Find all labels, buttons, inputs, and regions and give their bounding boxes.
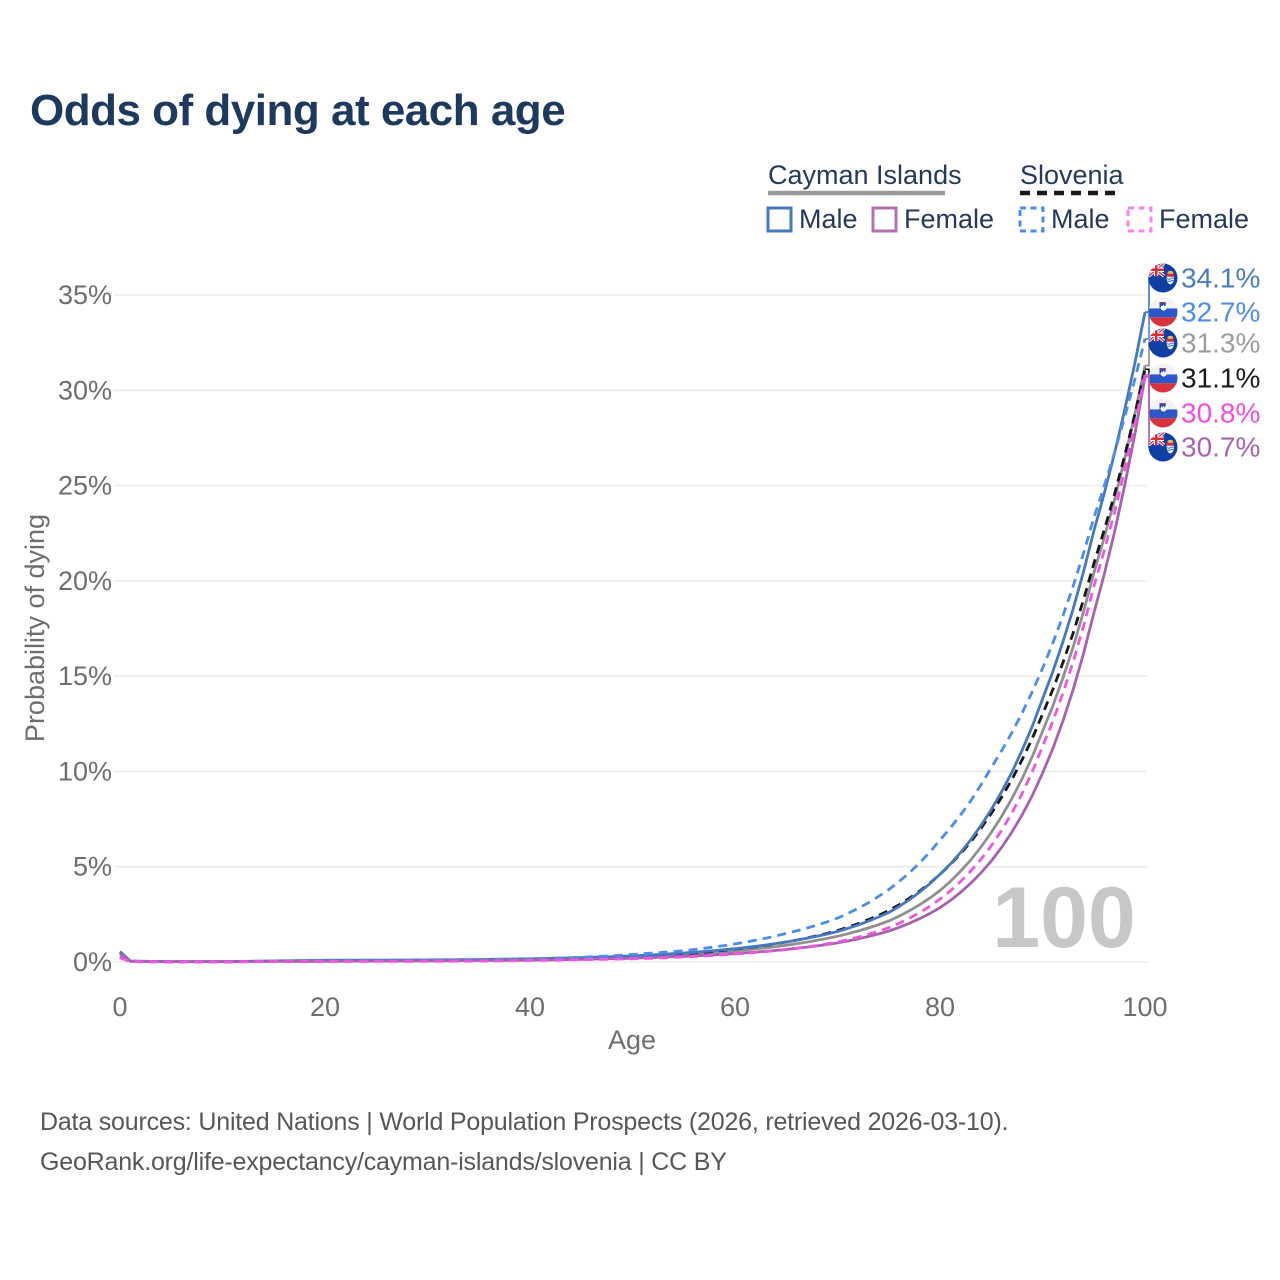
- y-tick-label: 20%: [58, 566, 112, 596]
- y-tick-label: 5%: [73, 852, 112, 882]
- cayman-flag-icon: [1149, 264, 1178, 293]
- end-value-label: 31.1%: [1181, 363, 1260, 394]
- end-value-label: 30.7%: [1181, 432, 1260, 463]
- x-axis-title: Age: [608, 1025, 656, 1055]
- end-value-label: 34.1%: [1181, 263, 1260, 294]
- legend-item-slovenia-male: Male: [1018, 204, 1110, 235]
- x-tick-label: 40: [515, 992, 545, 1022]
- x-tick-label: 20: [310, 992, 340, 1022]
- x-tick-label: 100: [1122, 992, 1167, 1022]
- x-tick-label: 80: [925, 992, 955, 1022]
- legend-group-cayman-islands: Cayman Islands: [768, 160, 962, 190]
- slovenia-flag-icon: [1149, 364, 1178, 393]
- end-value-label: 30.8%: [1181, 398, 1260, 429]
- series-line-cayman-islands-male: [119, 311, 1147, 963]
- y-tick-label: 15%: [58, 661, 112, 691]
- y-tick-label: 25%: [58, 471, 112, 501]
- legend-item-slovenia-female: Female: [1126, 204, 1249, 235]
- legend-item-cayman-male: Male: [766, 204, 858, 235]
- cayman-flag-icon: [1149, 329, 1178, 358]
- y-axis-title: Probability of dying: [20, 514, 50, 742]
- cayman-flag-icon: [1149, 433, 1178, 462]
- legend-label: Male: [1051, 204, 1110, 234]
- legend-group-slovenia: Slovenia: [1020, 160, 1124, 190]
- legend-swatch-cayman-female-icon: [871, 206, 898, 233]
- legend-item-cayman-female: Female: [871, 204, 994, 235]
- series-line-cayman-islands-female: [119, 376, 1147, 963]
- footer-attribution: GeoRank.org/life-expectancy/cayman-islan…: [40, 1148, 727, 1176]
- legend-underline-cayman: [768, 190, 945, 196]
- footer-data-sources: Data sources: United Nations | World Pop…: [40, 1108, 1009, 1136]
- end-label-connector: [1145, 376, 1150, 448]
- legend-swatch-cayman-male-icon: [766, 206, 793, 233]
- series-line-cayman-islands-both-sexes: [119, 365, 1147, 963]
- legend-label: Female: [1159, 204, 1250, 234]
- slovenia-flag-icon: [1149, 298, 1178, 327]
- legend-label: Female: [904, 204, 995, 234]
- legend-label: Male: [799, 204, 858, 234]
- legend-swatch-slovenia-female-icon: [1126, 206, 1153, 233]
- series-line-slovenia-male: [119, 338, 1147, 964]
- end-label-connector: [1145, 311, 1150, 340]
- x-tick-label: 60: [720, 992, 750, 1022]
- end-value-label: 32.7%: [1181, 297, 1260, 328]
- y-tick-label: 30%: [58, 375, 112, 405]
- end-value-label: 31.3%: [1181, 328, 1260, 359]
- age-counter-watermark: 100: [992, 870, 1136, 966]
- series-lines-layer: [119, 311, 1147, 964]
- series-line-slovenia-both-sexes: [119, 368, 1147, 964]
- series-line-slovenia-female: [119, 374, 1147, 964]
- slovenia-flag-icon: [1149, 399, 1178, 428]
- axis-labels-layer: 0% 5% 10% 15% 20% 25% 30% 35% 0 20 40 60 80 100 Age Pro…: [20, 280, 1168, 1055]
- legend-swatch-slovenia-male-icon: [1018, 206, 1045, 233]
- x-tick-label: 0: [112, 992, 127, 1022]
- page-title: Odds of dying at each age: [30, 86, 566, 135]
- end-labels-layer: 34.1%32.7%31.3% 31.1% 30.8%30.7%: [1145, 263, 1260, 463]
- y-tick-label: 10%: [58, 756, 112, 786]
- end-label-connector: [1145, 342, 1150, 367]
- y-tick-label: 0%: [73, 947, 112, 977]
- y-tick-label: 35%: [58, 280, 112, 310]
